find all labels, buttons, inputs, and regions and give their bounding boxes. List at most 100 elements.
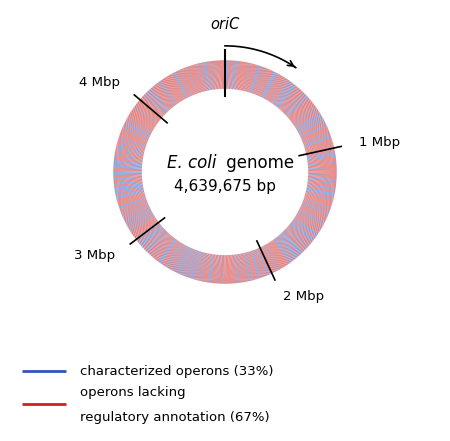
Wedge shape (134, 220, 157, 237)
Wedge shape (200, 63, 207, 91)
Wedge shape (307, 185, 335, 190)
Wedge shape (156, 84, 174, 107)
Wedge shape (159, 82, 176, 105)
Wedge shape (122, 203, 148, 215)
Wedge shape (214, 61, 217, 89)
Wedge shape (308, 174, 337, 175)
Wedge shape (124, 207, 150, 219)
Wedge shape (119, 137, 146, 146)
Wedge shape (160, 240, 177, 263)
Wedge shape (167, 243, 182, 268)
Wedge shape (195, 64, 203, 92)
Wedge shape (215, 255, 218, 284)
Wedge shape (121, 130, 148, 141)
Wedge shape (122, 127, 149, 139)
Wedge shape (293, 220, 316, 237)
Wedge shape (147, 91, 167, 112)
Wedge shape (244, 64, 252, 91)
Wedge shape (156, 83, 174, 106)
Wedge shape (113, 162, 142, 165)
Wedge shape (125, 121, 151, 135)
Wedge shape (131, 111, 156, 127)
Wedge shape (304, 196, 332, 206)
Text: regulatory annotation (67%): regulatory annotation (67%) (80, 411, 269, 424)
Wedge shape (124, 124, 150, 136)
Wedge shape (157, 83, 175, 106)
Wedge shape (308, 168, 337, 170)
Wedge shape (201, 63, 208, 91)
Wedge shape (182, 249, 194, 276)
Wedge shape (242, 253, 249, 281)
Wedge shape (304, 137, 331, 146)
Wedge shape (294, 218, 318, 234)
Wedge shape (116, 189, 144, 196)
Wedge shape (240, 62, 246, 90)
Wedge shape (115, 150, 144, 156)
Wedge shape (276, 237, 294, 260)
Wedge shape (113, 170, 142, 171)
Wedge shape (173, 73, 187, 98)
Wedge shape (274, 239, 291, 262)
Wedge shape (113, 167, 142, 169)
Wedge shape (304, 198, 331, 208)
Wedge shape (114, 158, 143, 162)
Wedge shape (126, 212, 152, 226)
Wedge shape (246, 252, 253, 280)
Wedge shape (308, 177, 337, 179)
Wedge shape (307, 153, 335, 158)
Wedge shape (304, 136, 331, 146)
Wedge shape (122, 129, 148, 141)
Wedge shape (153, 235, 172, 258)
Wedge shape (255, 68, 266, 95)
Wedge shape (179, 70, 191, 97)
Wedge shape (294, 111, 319, 127)
Wedge shape (214, 255, 217, 283)
Wedge shape (118, 196, 146, 206)
Wedge shape (197, 252, 204, 280)
Wedge shape (117, 195, 145, 203)
Wedge shape (163, 241, 179, 265)
Wedge shape (167, 76, 182, 101)
Wedge shape (287, 97, 308, 116)
Wedge shape (292, 220, 316, 238)
Wedge shape (264, 73, 278, 99)
Wedge shape (144, 94, 165, 114)
Wedge shape (308, 175, 337, 177)
Wedge shape (117, 142, 145, 149)
Wedge shape (122, 205, 149, 217)
Wedge shape (298, 211, 324, 225)
Wedge shape (130, 215, 154, 231)
Wedge shape (192, 251, 201, 279)
Wedge shape (233, 61, 236, 89)
Wedge shape (174, 72, 188, 98)
Wedge shape (307, 157, 336, 161)
Wedge shape (238, 62, 243, 90)
Wedge shape (122, 204, 148, 216)
Wedge shape (143, 96, 164, 116)
Wedge shape (307, 186, 335, 192)
Wedge shape (254, 67, 264, 94)
Wedge shape (113, 175, 142, 177)
Wedge shape (269, 77, 285, 102)
Wedge shape (148, 233, 168, 254)
Wedge shape (283, 231, 303, 252)
Wedge shape (187, 67, 197, 94)
Wedge shape (119, 135, 147, 145)
Wedge shape (265, 74, 279, 99)
Wedge shape (113, 165, 142, 167)
Wedge shape (176, 71, 189, 97)
Wedge shape (113, 179, 142, 182)
Wedge shape (135, 105, 158, 123)
Wedge shape (277, 237, 295, 259)
Wedge shape (113, 177, 142, 179)
Wedge shape (262, 72, 275, 97)
Wedge shape (181, 69, 193, 96)
Wedge shape (163, 79, 179, 103)
Wedge shape (235, 61, 239, 90)
Wedge shape (159, 239, 176, 263)
Wedge shape (116, 191, 144, 198)
Wedge shape (290, 102, 313, 120)
Wedge shape (113, 168, 142, 170)
Wedge shape (306, 190, 334, 197)
Wedge shape (153, 86, 172, 108)
